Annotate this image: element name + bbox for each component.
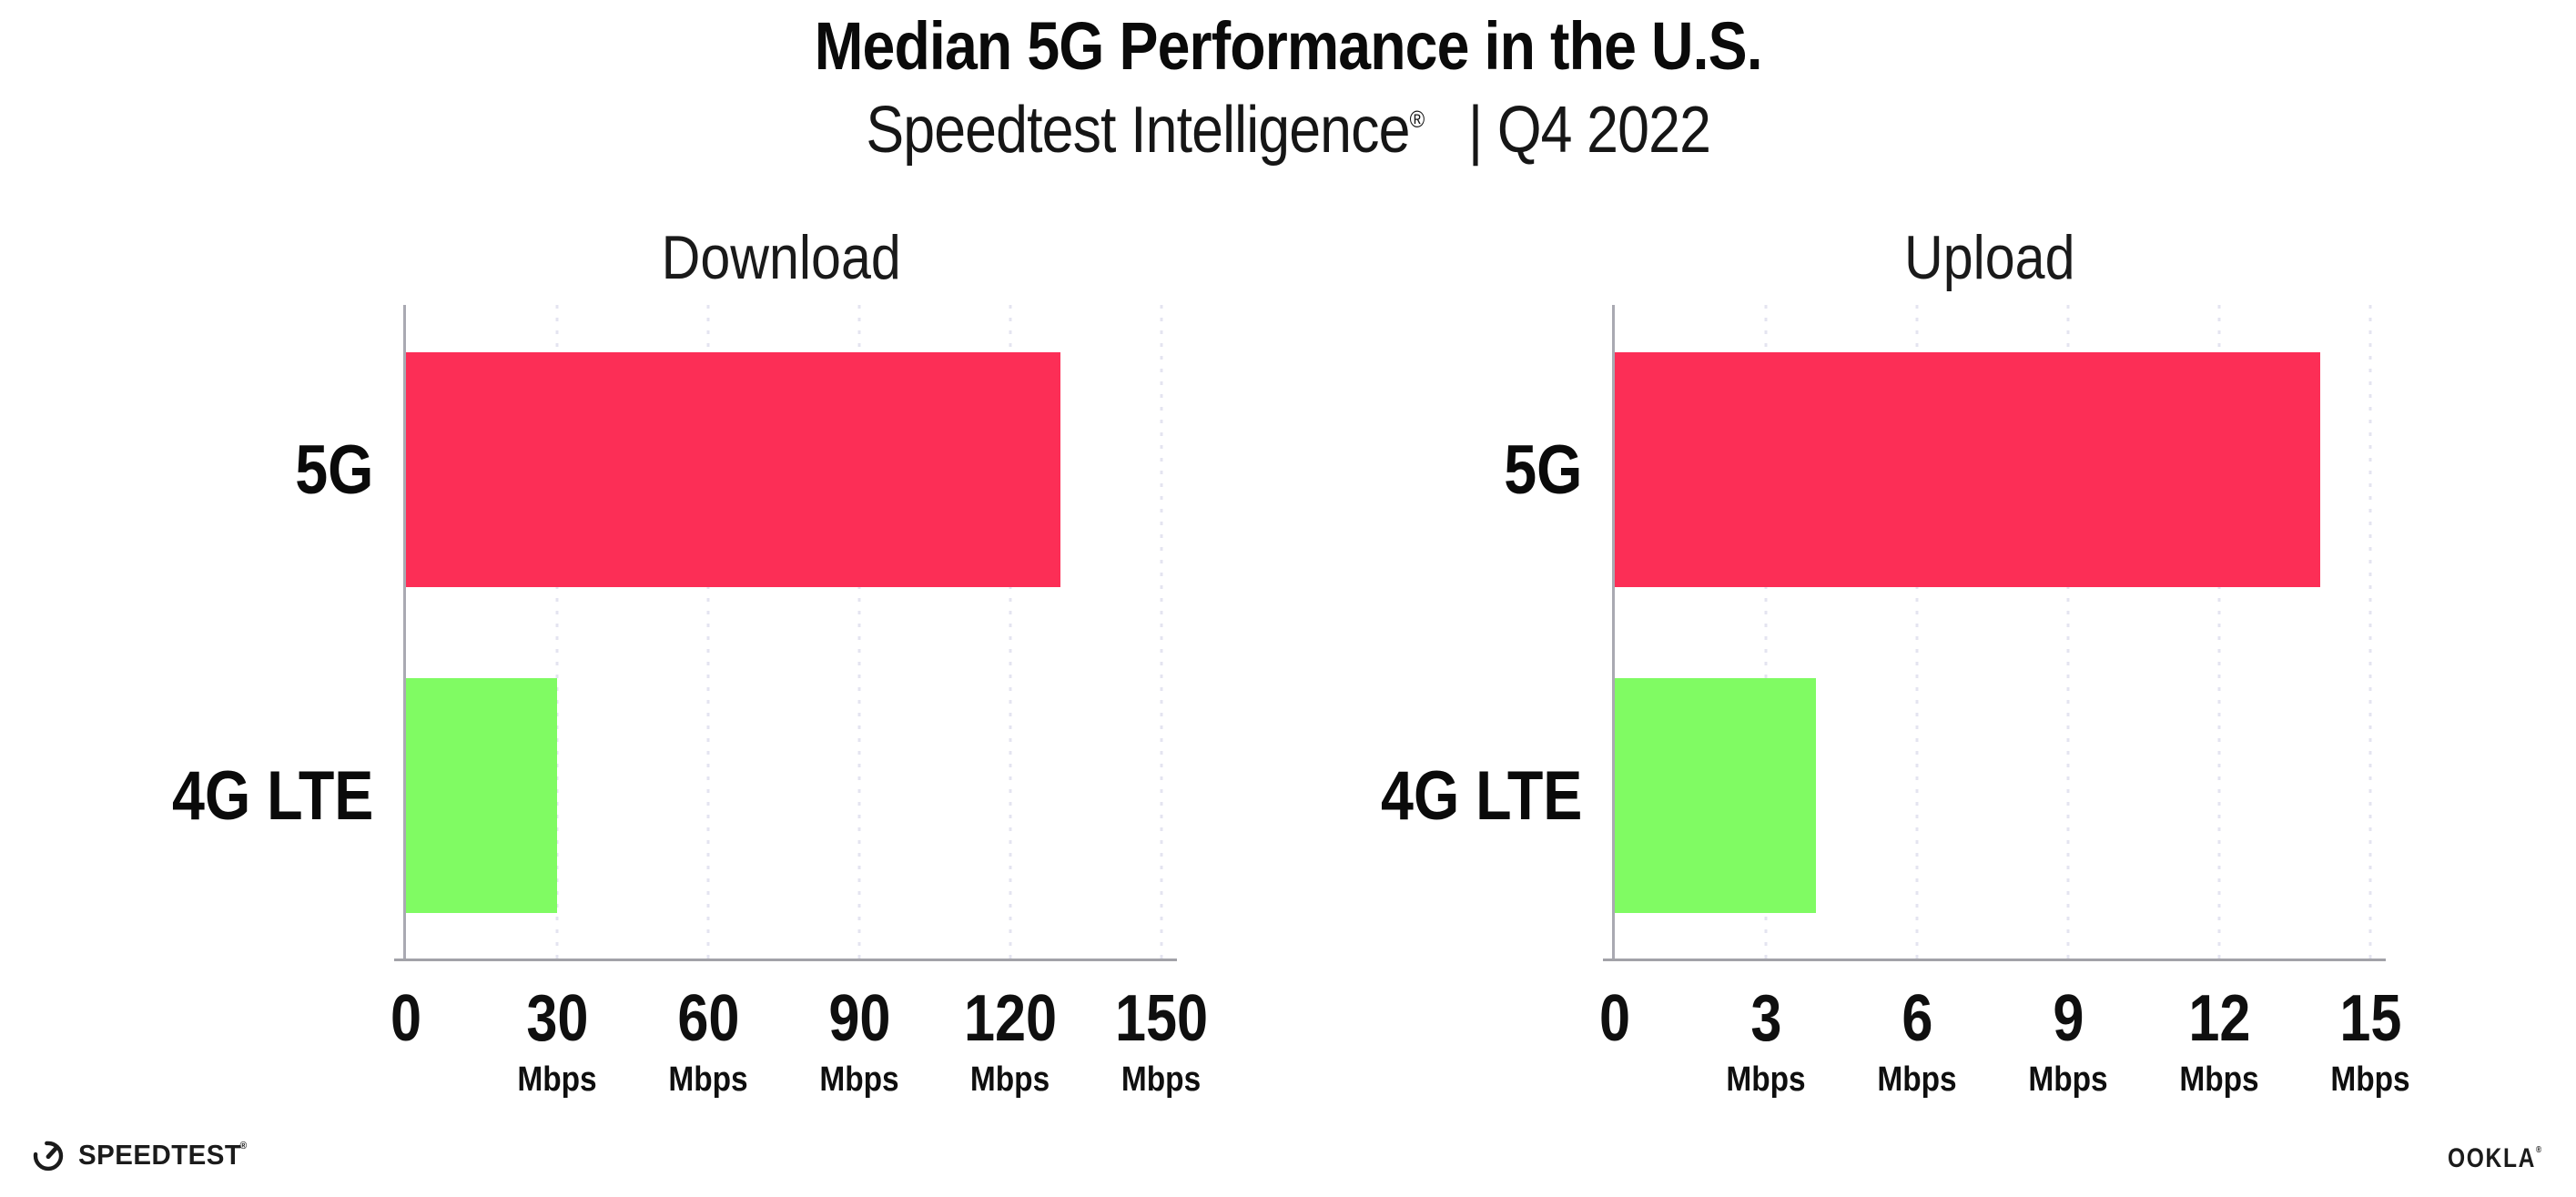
x-tick-unit: Mbps <box>2179 1060 2259 1099</box>
x-tick-unit: Mbps <box>668 1060 748 1099</box>
upload-bar-5g <box>1615 352 2320 587</box>
x-tick-150: 150 Mbps <box>1107 986 1216 1097</box>
x-tick-unit: Mbps <box>970 1060 1050 1099</box>
speedtest-logo: SPEEDTEST® <box>29 1136 258 1174</box>
upload-chart-plot: 5G 4G LTE 0 3 Mbps 6 Mbps 9 Mbps 12 Mbps 15 Mbps <box>1381 305 2410 1097</box>
category-label-5g: 5G <box>1503 431 1582 509</box>
category-label-4g-lte: 4G LTE <box>171 756 373 835</box>
speedtest-wordmark: SPEEDTEST® <box>78 1139 248 1171</box>
category-label-5g: 5G <box>294 431 373 509</box>
upload-chart-title: Upload <box>1904 223 2075 292</box>
ookla-trademark-icon: ® <box>2536 1145 2543 1155</box>
x-tick-unit: Mbps <box>2330 1060 2410 1099</box>
gridline-12 <box>2217 305 2221 959</box>
upload-bar-4g-lte <box>1615 678 1817 913</box>
x-tick-120: 120 Mbps <box>956 986 1065 1097</box>
gridline-30 <box>555 305 559 959</box>
page-subtitle: Speedtest Intelligence® | Q4 2022 <box>0 89 2576 167</box>
subtitle-separator <box>1424 90 1468 167</box>
page-subtitle-text: Speedtest Intelligence® | Q4 2022 <box>866 89 1711 167</box>
x-tick-unit: Mbps <box>819 1060 899 1099</box>
x-tick-3: 3 Mbps <box>1720 986 1810 1097</box>
gridline-15 <box>2368 305 2372 959</box>
gridline-120 <box>1009 305 1012 959</box>
x-tick-15: 15 Mbps <box>2325 986 2415 1097</box>
ookla-wordmark: OOKLA® <box>2448 1143 2543 1173</box>
x-tick-0: 0 <box>390 982 422 1055</box>
ookla-logo: OOKLA® <box>2427 1143 2543 1174</box>
subtitle-brand: Speedtest Intelligence <box>866 94 1410 167</box>
x-tick-0: 0 <box>1598 982 1631 1055</box>
x-tick-90: 90 Mbps <box>814 986 904 1097</box>
x-tick-unit: Mbps <box>1121 1060 1202 1099</box>
x-tick-unit: Mbps <box>1877 1060 1957 1099</box>
x-tick-9: 9 Mbps <box>2023 986 2113 1097</box>
x-tick-60: 60 Mbps <box>663 986 753 1097</box>
category-label-4g-lte: 4G LTE <box>1380 756 1582 835</box>
gridline-6 <box>1915 305 1919 959</box>
registered-trademark-icon: ® <box>1409 107 1425 133</box>
download-chart-plot: 5G 4G LTE 0 30 Mbps 60 Mbps 90 Mbps 120 Mbps 150 Mbp… <box>172 305 1208 1097</box>
download-bar-4g-lte <box>406 678 557 913</box>
x-tick-unit: Mbps <box>1726 1060 1806 1099</box>
speedtest-gauge-icon <box>33 1141 64 1172</box>
x-tick-30: 30 Mbps <box>512 986 602 1097</box>
gridline-60 <box>706 305 710 959</box>
gridline-9 <box>2066 305 2070 959</box>
speedtest-trademark-icon: ® <box>239 1140 248 1151</box>
gridline-3 <box>1764 305 1768 959</box>
download-chart-title: Download <box>661 223 901 292</box>
x-tick-unit: Mbps <box>517 1060 597 1099</box>
page-title-text: Median 5G Performance in the U.S. <box>814 8 1763 84</box>
upload-x-axis-line <box>1603 959 2386 961</box>
x-tick-12: 12 Mbps <box>2174 986 2264 1097</box>
gridline-150 <box>1160 305 1163 959</box>
download-bar-5g <box>406 352 1061 587</box>
subtitle-period: | Q4 2022 <box>1467 94 1711 167</box>
page-title: Median 5G Performance in the U.S. <box>0 7 2576 85</box>
x-tick-unit: Mbps <box>2028 1060 2108 1099</box>
gridline-90 <box>857 305 861 959</box>
download-x-axis-line <box>394 959 1177 961</box>
x-tick-6: 6 Mbps <box>1871 986 1962 1097</box>
